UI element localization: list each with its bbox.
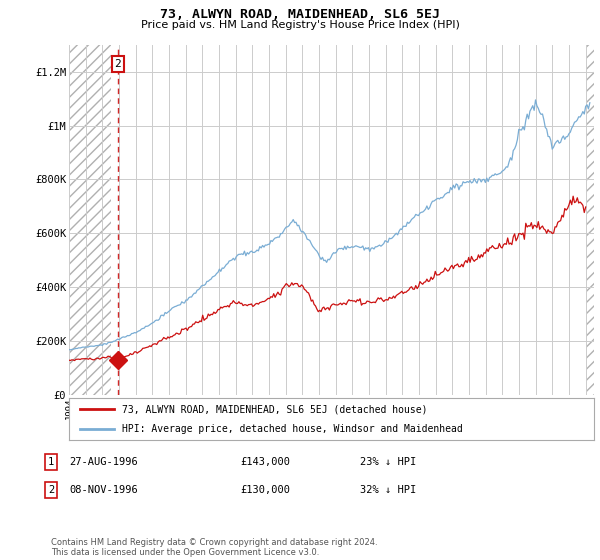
Text: 23% ↓ HPI: 23% ↓ HPI <box>360 457 416 467</box>
Bar <box>69 45 112 395</box>
Text: HPI: Average price, detached house, Windsor and Maidenhead: HPI: Average price, detached house, Wind… <box>121 424 462 434</box>
Text: 32% ↓ HPI: 32% ↓ HPI <box>360 485 416 495</box>
Text: 27-AUG-1996: 27-AUG-1996 <box>69 457 138 467</box>
Text: Contains HM Land Registry data © Crown copyright and database right 2024.
This d: Contains HM Land Registry data © Crown c… <box>51 538 377 557</box>
Text: 2: 2 <box>114 59 121 69</box>
Text: 73, ALWYN ROAD, MAIDENHEAD, SL6 5EJ: 73, ALWYN ROAD, MAIDENHEAD, SL6 5EJ <box>160 8 440 21</box>
Bar <box>586 45 594 395</box>
Text: 73, ALWYN ROAD, MAIDENHEAD, SL6 5EJ (detached house): 73, ALWYN ROAD, MAIDENHEAD, SL6 5EJ (det… <box>121 404 427 414</box>
Text: 08-NOV-1996: 08-NOV-1996 <box>69 485 138 495</box>
Text: £130,000: £130,000 <box>240 485 290 495</box>
Text: 1: 1 <box>48 457 54 467</box>
Text: £143,000: £143,000 <box>240 457 290 467</box>
Text: Price paid vs. HM Land Registry's House Price Index (HPI): Price paid vs. HM Land Registry's House … <box>140 20 460 30</box>
Text: 2: 2 <box>48 485 54 495</box>
